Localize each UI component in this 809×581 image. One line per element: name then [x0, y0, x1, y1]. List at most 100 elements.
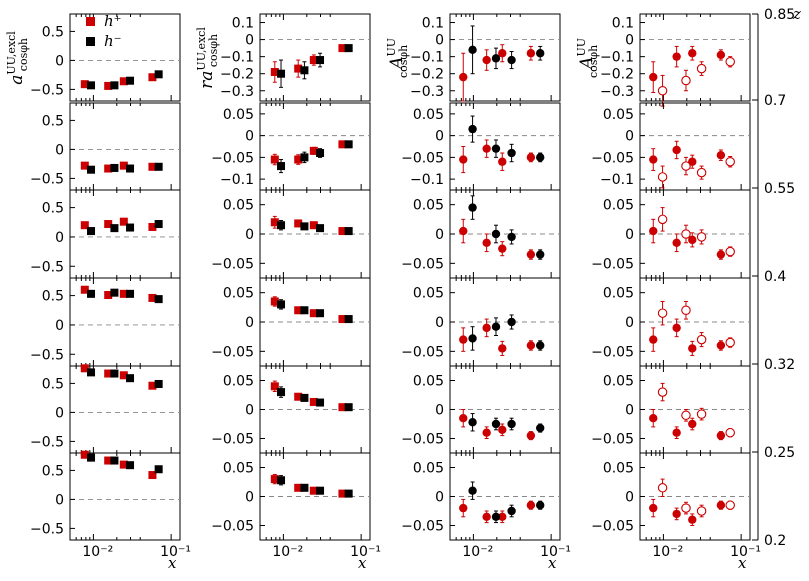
panel-c2-r4	[449, 365, 561, 454]
data-point-h+	[119, 371, 128, 380]
panel-frame	[69, 189, 181, 279]
y-tick-label: 0.05	[413, 461, 444, 477]
y-tick-label: −0.2	[410, 67, 444, 83]
data-point-h+	[526, 153, 536, 162]
y-tick-label: 0.05	[603, 198, 634, 214]
data-point-h+	[119, 289, 128, 298]
data-point-h+	[526, 250, 536, 259]
y-tick-label: −0.05	[401, 256, 444, 272]
data-point-h-	[126, 289, 135, 298]
y-tick-label: −0.1	[220, 50, 254, 66]
z-tick-label: 0.4	[764, 269, 786, 285]
data-point-h-	[468, 45, 477, 55]
y-tick-label: 0	[625, 315, 634, 331]
y-tick-label: 0.05	[413, 374, 444, 390]
data-point-filled	[649, 414, 658, 423]
data-point-open	[725, 156, 735, 167]
y-tick-label: 0	[625, 403, 634, 419]
y-tick-label: −0.05	[591, 256, 634, 272]
data-point-h-	[468, 124, 477, 134]
y-tick-label: 0.1	[232, 16, 254, 32]
y-tick-label: −0.1	[600, 172, 634, 188]
data-point-h-	[277, 162, 286, 171]
data-point-h-	[154, 162, 163, 171]
data-point-h+	[498, 344, 507, 353]
x-axis-label: x	[548, 554, 557, 572]
y-tick-label: 0.1	[422, 16, 444, 32]
data-point-open	[725, 427, 735, 438]
data-point-h-	[126, 461, 135, 470]
data-point-h-	[110, 224, 119, 233]
y-tick-label: −0.05	[401, 344, 444, 360]
data-point-filled	[688, 235, 697, 245]
data-point-h+	[338, 140, 347, 149]
data-point-h+	[309, 309, 318, 318]
data-point-open	[681, 161, 691, 171]
data-point-open	[657, 172, 668, 182]
y-tick-label: 0	[55, 492, 64, 508]
x-tick-label: 10⁻²	[652, 544, 683, 560]
panel-c1-r1	[259, 102, 371, 191]
data-point-h-	[110, 456, 119, 465]
panel-c2-r2	[449, 189, 561, 279]
data-point-h-	[316, 398, 325, 407]
x-tick-label: 10⁻²	[82, 544, 113, 560]
data-point-h+	[482, 238, 491, 247]
y-tick-label: 0	[435, 33, 444, 49]
data-point-h-	[507, 232, 516, 242]
data-point-h-	[536, 341, 545, 350]
data-point-h-	[536, 250, 545, 259]
data-point-filled	[649, 503, 658, 513]
data-point-filled	[672, 238, 681, 247]
y-label-sub: cosφh	[587, 45, 600, 78]
data-point-open	[725, 337, 735, 348]
panel-c2-r5	[449, 452, 561, 541]
data-point-h-	[126, 164, 135, 173]
y-tick-label: 0	[55, 142, 64, 158]
y-tick-label: 0	[245, 227, 254, 243]
data-point-open	[681, 305, 691, 316]
data-point-open	[681, 229, 691, 239]
data-point-filled	[688, 344, 697, 353]
data-point-h-	[536, 423, 545, 433]
y-tick-label: −0.05	[211, 150, 254, 166]
panel-c0-r4	[69, 364, 181, 454]
y-tick-label: −0.05	[401, 519, 444, 535]
y-label-sup: UU,excl	[5, 31, 18, 75]
y-tick-label: 0	[55, 53, 64, 69]
data-point-h-	[344, 140, 353, 149]
data-point-h+	[482, 323, 491, 333]
data-point-h-	[300, 306, 309, 315]
data-point-h-	[154, 465, 163, 474]
y-tick-label: 0.05	[603, 286, 634, 302]
y-tick-label: 0.05	[223, 107, 254, 123]
data-point-filled	[649, 72, 658, 82]
data-point-h-	[468, 486, 477, 495]
y-tick-label: 0.1	[612, 16, 634, 32]
data-point-filled	[716, 250, 726, 259]
x-axis-label: x	[358, 554, 367, 572]
y-tick-label: 0	[625, 33, 634, 49]
data-point-h-	[507, 317, 516, 327]
data-point-h+	[104, 164, 113, 173]
data-point-h+	[309, 486, 318, 495]
y-tick-label: 0.5	[42, 201, 64, 217]
y-tick-label: 0	[245, 403, 254, 419]
data-point-h+	[482, 512, 491, 521]
data-point-h+	[498, 244, 507, 253]
data-point-h+	[119, 77, 128, 86]
data-point-h+	[270, 475, 279, 484]
legend-marker-positive	[86, 17, 95, 26]
data-point-h+	[526, 431, 536, 440]
legend-label-negative: h⁻	[104, 32, 122, 50]
y-tick-label: 0.5	[42, 113, 64, 129]
y-tick-label: −0.2	[600, 67, 634, 83]
data-point-h+	[309, 221, 318, 230]
data-point-h-	[87, 368, 96, 377]
data-point-h+	[148, 73, 157, 82]
y-tick-label: 0.05	[603, 107, 634, 123]
y-tick-label: −0.3	[220, 84, 254, 100]
y-label-sub: cosφh	[397, 45, 410, 78]
data-point-open	[696, 167, 707, 178]
data-point-h-	[277, 300, 286, 309]
